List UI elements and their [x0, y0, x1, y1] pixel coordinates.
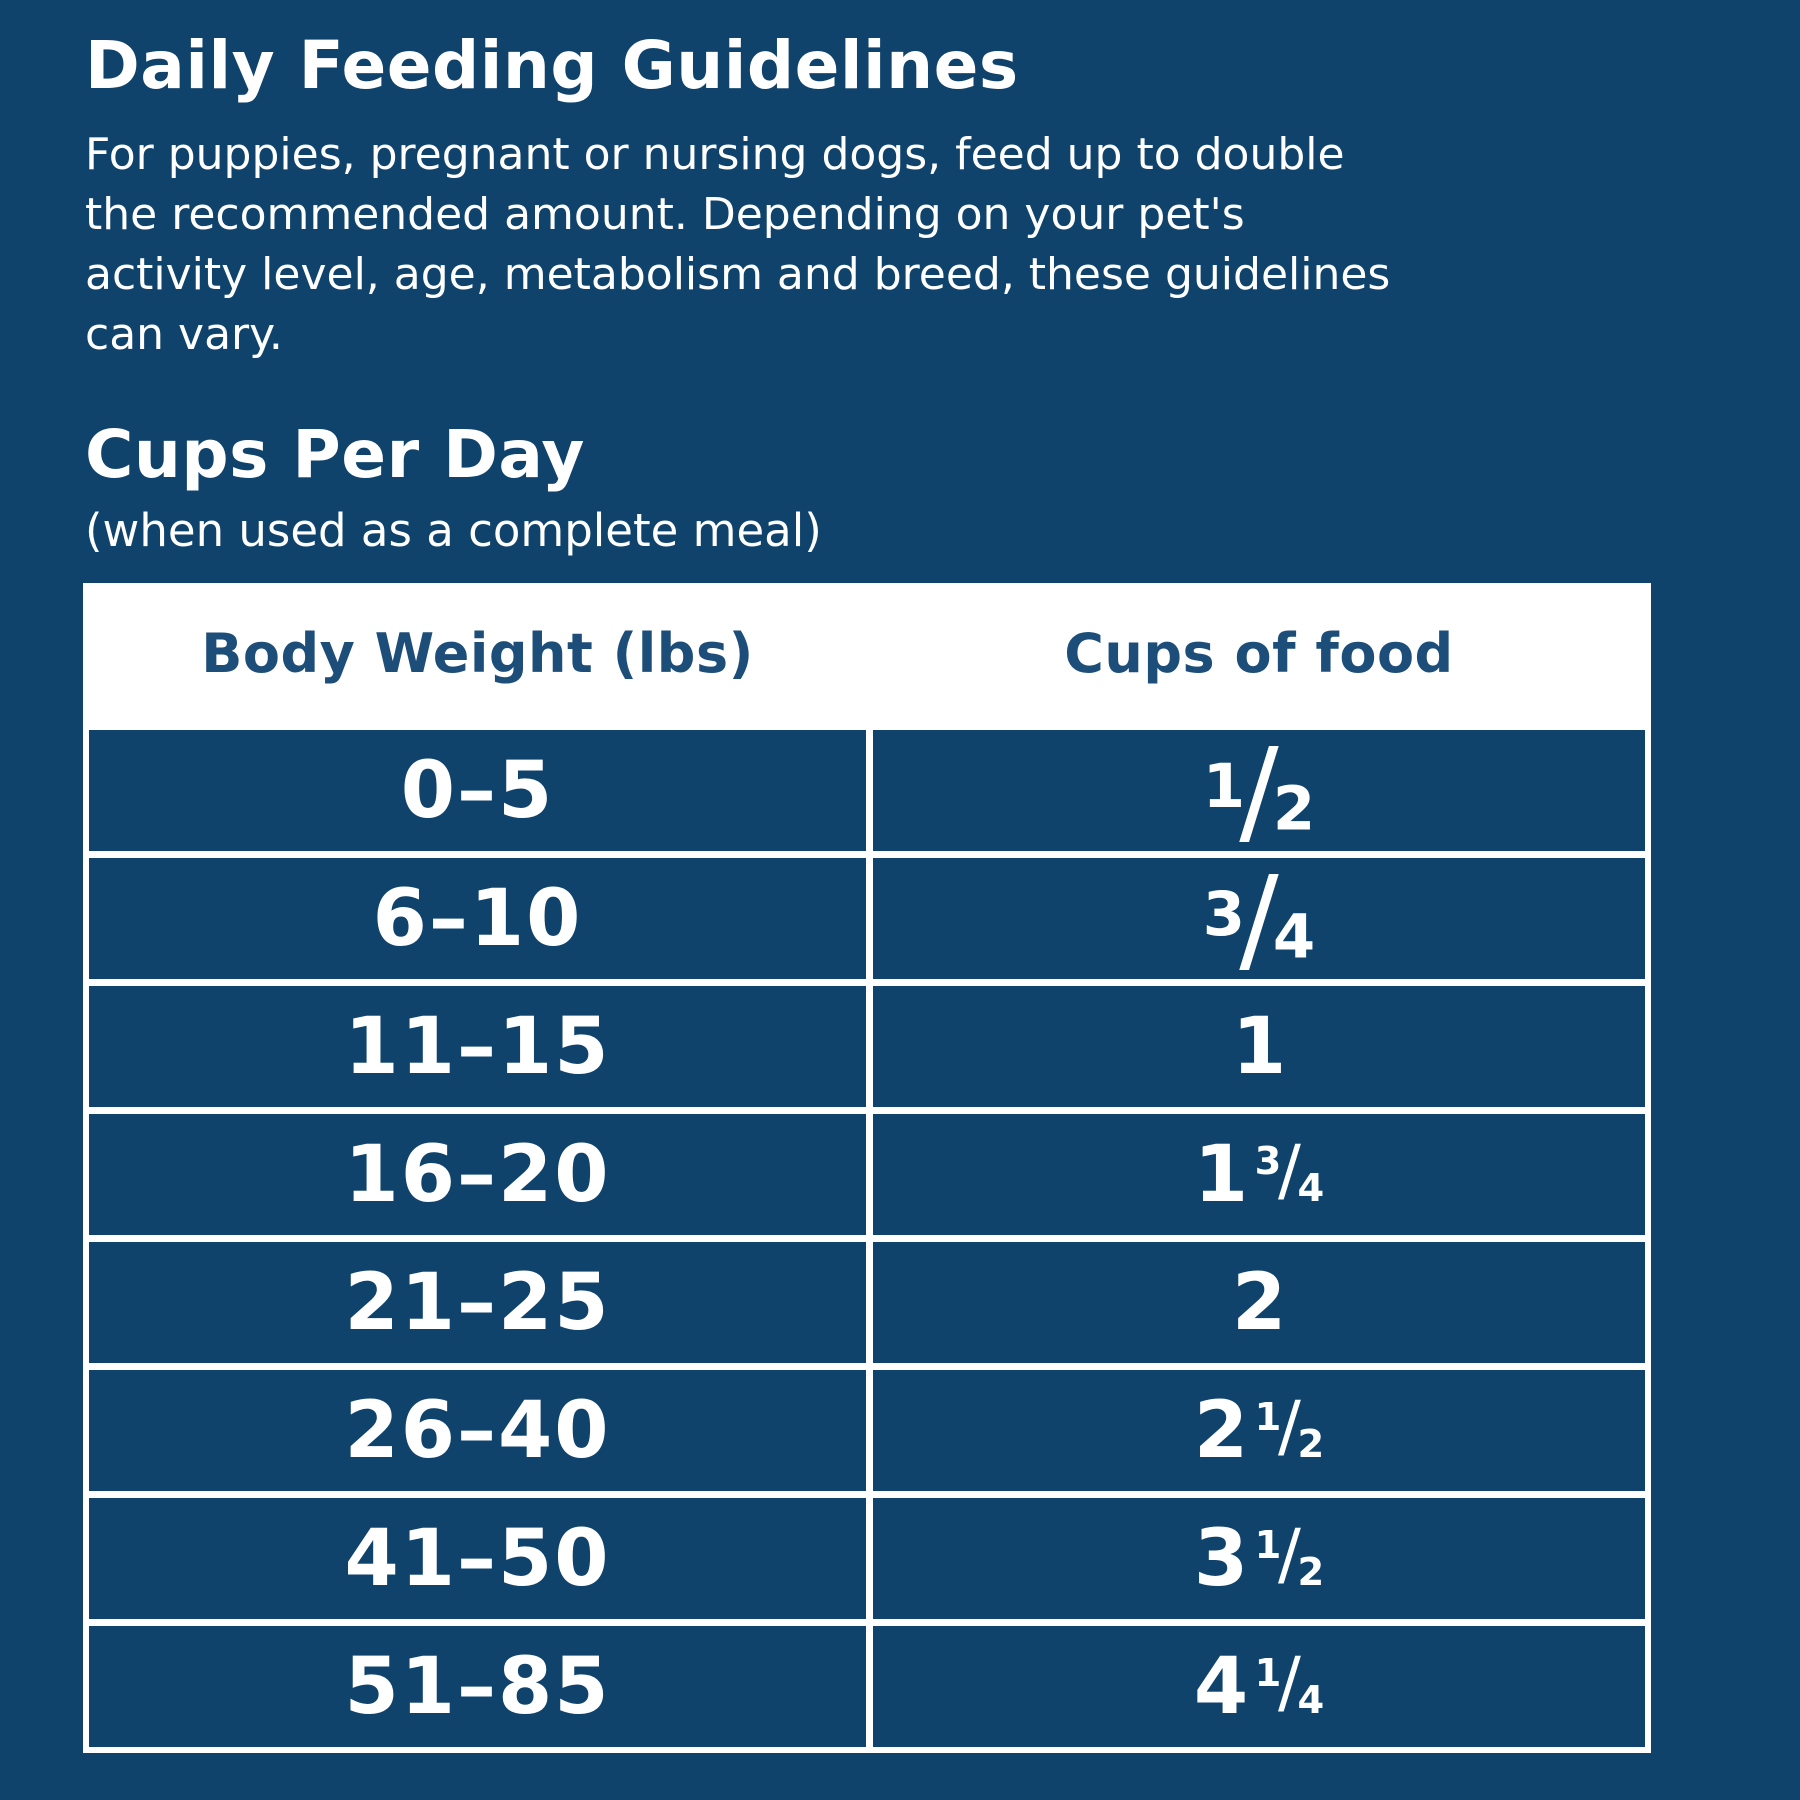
cups-cell: 4 1/4: [873, 1626, 1645, 1748]
cups-value: 1: [1231, 1001, 1287, 1092]
weight-cell: 0–5: [89, 730, 866, 852]
weight-cell: 16–20: [89, 1114, 866, 1236]
intro-text: For puppies, pregnant or nursing dogs, f…: [85, 128, 1391, 360]
cups-value: 4 1/4: [1193, 1641, 1325, 1732]
weight-cell: 26–40: [89, 1370, 866, 1492]
feeding-table: Body Weight (lbs) Cups of food 0–5 1/2 6…: [83, 583, 1651, 1754]
cups-per-day-title: Cups Per Day: [85, 415, 585, 493]
cups-cell: 2: [873, 1242, 1645, 1364]
cups-cell: 3 1/2: [873, 1498, 1645, 1620]
cups-value: 3 1/2: [1193, 1513, 1325, 1604]
page-background: Daily Feeding Guidelines For puppies, pr…: [83, 27, 1651, 1754]
cups-value: 2: [1231, 1257, 1287, 1348]
cups-cell: 1/2: [873, 722, 1645, 860]
cups-cell: 3/4: [873, 850, 1645, 988]
cups-cell: 1 3/4: [873, 1114, 1645, 1236]
weight-cell: 11–15: [89, 986, 866, 1108]
cups-value: 3/4: [1202, 850, 1316, 988]
cups-per-day-subtitle: (when used as a complete meal): [85, 504, 822, 558]
cups-cell: 2 1/2: [873, 1370, 1645, 1492]
column-header-body-weight: Body Weight (lbs): [89, 583, 866, 724]
cups-value: 1/2: [1202, 722, 1316, 860]
weight-cell: 6–10: [89, 858, 866, 980]
column-header-cups: Cups of food: [873, 583, 1645, 724]
weight-cell: 41–50: [89, 1498, 866, 1620]
cups-cell: 1: [873, 986, 1645, 1108]
weight-cell: 21–25: [89, 1242, 866, 1364]
weight-cell: 51–85: [89, 1626, 866, 1748]
cups-value: 1 3/4: [1193, 1129, 1325, 1220]
cups-value: 2 1/2: [1193, 1385, 1325, 1476]
page-title: Daily Feeding Guidelines: [85, 27, 1019, 104]
